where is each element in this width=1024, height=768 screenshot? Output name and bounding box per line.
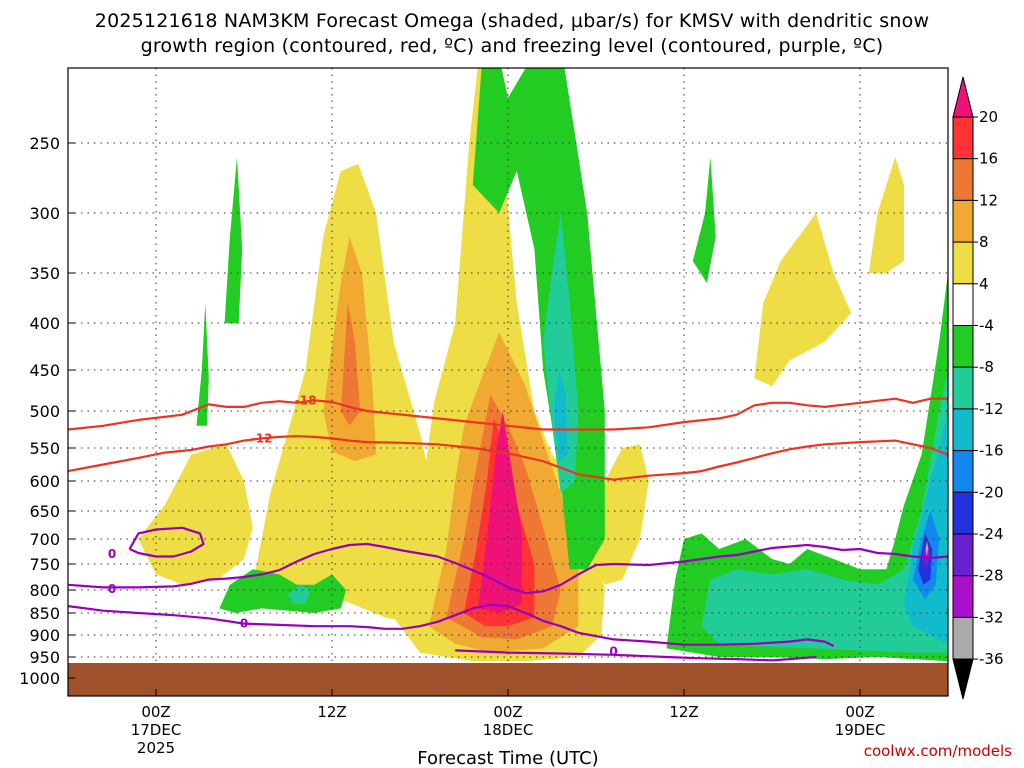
colorbar-label-1: 16 bbox=[979, 150, 998, 168]
omega-region-yellow-west-low bbox=[138, 444, 253, 585]
colorbar-bin-12 bbox=[952, 616, 974, 660]
omega-region-main-ascent-core bbox=[478, 411, 523, 613]
omega-region-green-lower-09z bbox=[219, 569, 347, 613]
colorbar-bin-6 bbox=[952, 366, 974, 410]
x-tick-label-3: 12Z bbox=[669, 703, 698, 721]
colorbar-label-6: -8 bbox=[979, 358, 994, 376]
colorbar-bin-1 bbox=[952, 158, 974, 201]
colorbar: 20 16 12 8 4 -4 -8 -12 -16 -20 -24 -28 -32 -36 bbox=[952, 76, 1004, 700]
dgz-label-0: -18 bbox=[295, 393, 317, 407]
colorbar-label-5: -4 bbox=[979, 317, 994, 335]
chart-title-line-1: 2025121618 NAM3KM Forecast Omega (shaded… bbox=[94, 10, 930, 32]
colorbar-label-7: -12 bbox=[979, 400, 1004, 418]
colorbar-bottom-arrow bbox=[952, 658, 974, 700]
freezing-contour-1 bbox=[68, 603, 835, 647]
colorbar-label-9: -20 bbox=[979, 483, 1004, 501]
omega-shading bbox=[138, 68, 948, 662]
colorbar-label-4: 4 bbox=[979, 275, 989, 293]
x-tick-date-0: 17DEC bbox=[131, 721, 182, 739]
y-tick-label-700: 700 bbox=[29, 530, 60, 549]
dgz-label-1: -12 bbox=[251, 431, 273, 445]
omega-region-green-column-07z bbox=[224, 157, 243, 323]
freezing-contour-0 bbox=[68, 542, 948, 595]
omega-region-ascent-column-12z-orange-inner bbox=[340, 303, 361, 426]
colorbar-label-11: -28 bbox=[979, 567, 1004, 585]
omega-region-sinking-plume-03z-core bbox=[553, 370, 568, 462]
y-tick-label-750: 750 bbox=[29, 555, 60, 574]
x-tick-year-0: 2025 bbox=[137, 739, 175, 757]
y-tick-label-1000: 1000 bbox=[19, 669, 60, 688]
x-axis-label: Forecast Time (UTC) bbox=[417, 748, 598, 768]
y-tick-label-850: 850 bbox=[29, 604, 60, 623]
y-tick-label-550: 550 bbox=[29, 439, 60, 458]
y-tick-label-950: 950 bbox=[29, 648, 60, 667]
freezing-label-3: 0 bbox=[108, 547, 116, 561]
credit-text: coolwx.com/models bbox=[864, 742, 1012, 760]
chart-title-line-2: growth region (contoured, red, ºC) and f… bbox=[140, 35, 884, 57]
colorbar-bin-3 bbox=[952, 241, 974, 285]
freezing-contour-2 bbox=[455, 649, 817, 662]
x-tick-label-2: 00Z bbox=[493, 703, 522, 721]
omega-region-yellow-mid-lower bbox=[587, 444, 649, 585]
colorbar-bin-11 bbox=[952, 575, 974, 618]
freezing-label-0: 0 bbox=[108, 582, 116, 596]
colorbar-bin-4 bbox=[952, 283, 974, 326]
omega-region-sinking-plume-03z-inner bbox=[543, 213, 579, 493]
y-axis: 250 300 350 400 450 500 550 600 650 700 750 800 850 9… bbox=[19, 134, 75, 688]
omega-region-upper-yellow-00z bbox=[868, 157, 904, 273]
omega-region-green-upper-13z bbox=[692, 157, 716, 283]
colorbar-top-arrow bbox=[952, 76, 974, 118]
dgz-contour-0 bbox=[68, 397, 948, 431]
omega-region-green-column-05z bbox=[196, 303, 209, 426]
x-tick-date-2: 18DEC bbox=[483, 721, 534, 739]
colorbar-label-8: -16 bbox=[979, 442, 1004, 460]
x-tick-label-4: 00Z bbox=[845, 703, 874, 721]
x-tick-label-1: 12Z bbox=[317, 703, 346, 721]
colorbar-label-10: -24 bbox=[979, 525, 1004, 543]
y-tick-label-800: 800 bbox=[29, 581, 60, 600]
x-tick-date-4: 19DEC bbox=[835, 721, 886, 739]
freezing-label-2: 0 bbox=[609, 645, 617, 659]
freezing-label-1: 0 bbox=[240, 617, 248, 631]
y-tick-label-450: 450 bbox=[29, 361, 60, 380]
colorbar-bin-0 bbox=[952, 116, 974, 160]
colorbar-bin-8 bbox=[952, 450, 974, 493]
colorbar-bin-2 bbox=[952, 199, 974, 243]
colorbar-bin-7 bbox=[952, 408, 974, 452]
omega-region-green-east-lower-band bbox=[701, 370, 948, 653]
y-tick-label-650: 650 bbox=[29, 502, 60, 521]
y-tick-label-900: 900 bbox=[29, 626, 60, 645]
y-tick-label-500: 500 bbox=[29, 402, 60, 421]
contour-lines: -18 -12 0 0 0 0 bbox=[68, 393, 948, 662]
y-tick-label-600: 600 bbox=[29, 472, 60, 491]
omega-region-green-east-lower bbox=[666, 273, 948, 662]
dgz-contour-1 bbox=[68, 435, 948, 481]
freezing-contour-3 bbox=[128, 526, 205, 558]
colorbar-label-3: 8 bbox=[979, 233, 989, 251]
omega-region-grey-east-core bbox=[925, 541, 929, 557]
omega-region-upper-yellow-19z bbox=[754, 213, 852, 387]
y-tick-label-350: 350 bbox=[29, 264, 60, 283]
colorbar-label-0: 20 bbox=[979, 108, 998, 126]
colorbar-bin-10 bbox=[952, 533, 974, 577]
colorbar-bin-9 bbox=[952, 491, 974, 535]
x-tick-label-0: 00Z bbox=[141, 703, 170, 721]
colorbar-bin-5 bbox=[952, 325, 974, 368]
y-tick-label-300: 300 bbox=[29, 204, 60, 223]
colorbar-label-bottom: -36 bbox=[979, 650, 1004, 668]
colorbar-label-12: -32 bbox=[979, 608, 1004, 626]
colorbar-label-2: 12 bbox=[979, 191, 998, 209]
omega-region-green-lower-09z-inner bbox=[288, 584, 311, 604]
y-tick-label-250: 250 bbox=[29, 134, 60, 153]
y-tick-label-400: 400 bbox=[29, 314, 60, 333]
